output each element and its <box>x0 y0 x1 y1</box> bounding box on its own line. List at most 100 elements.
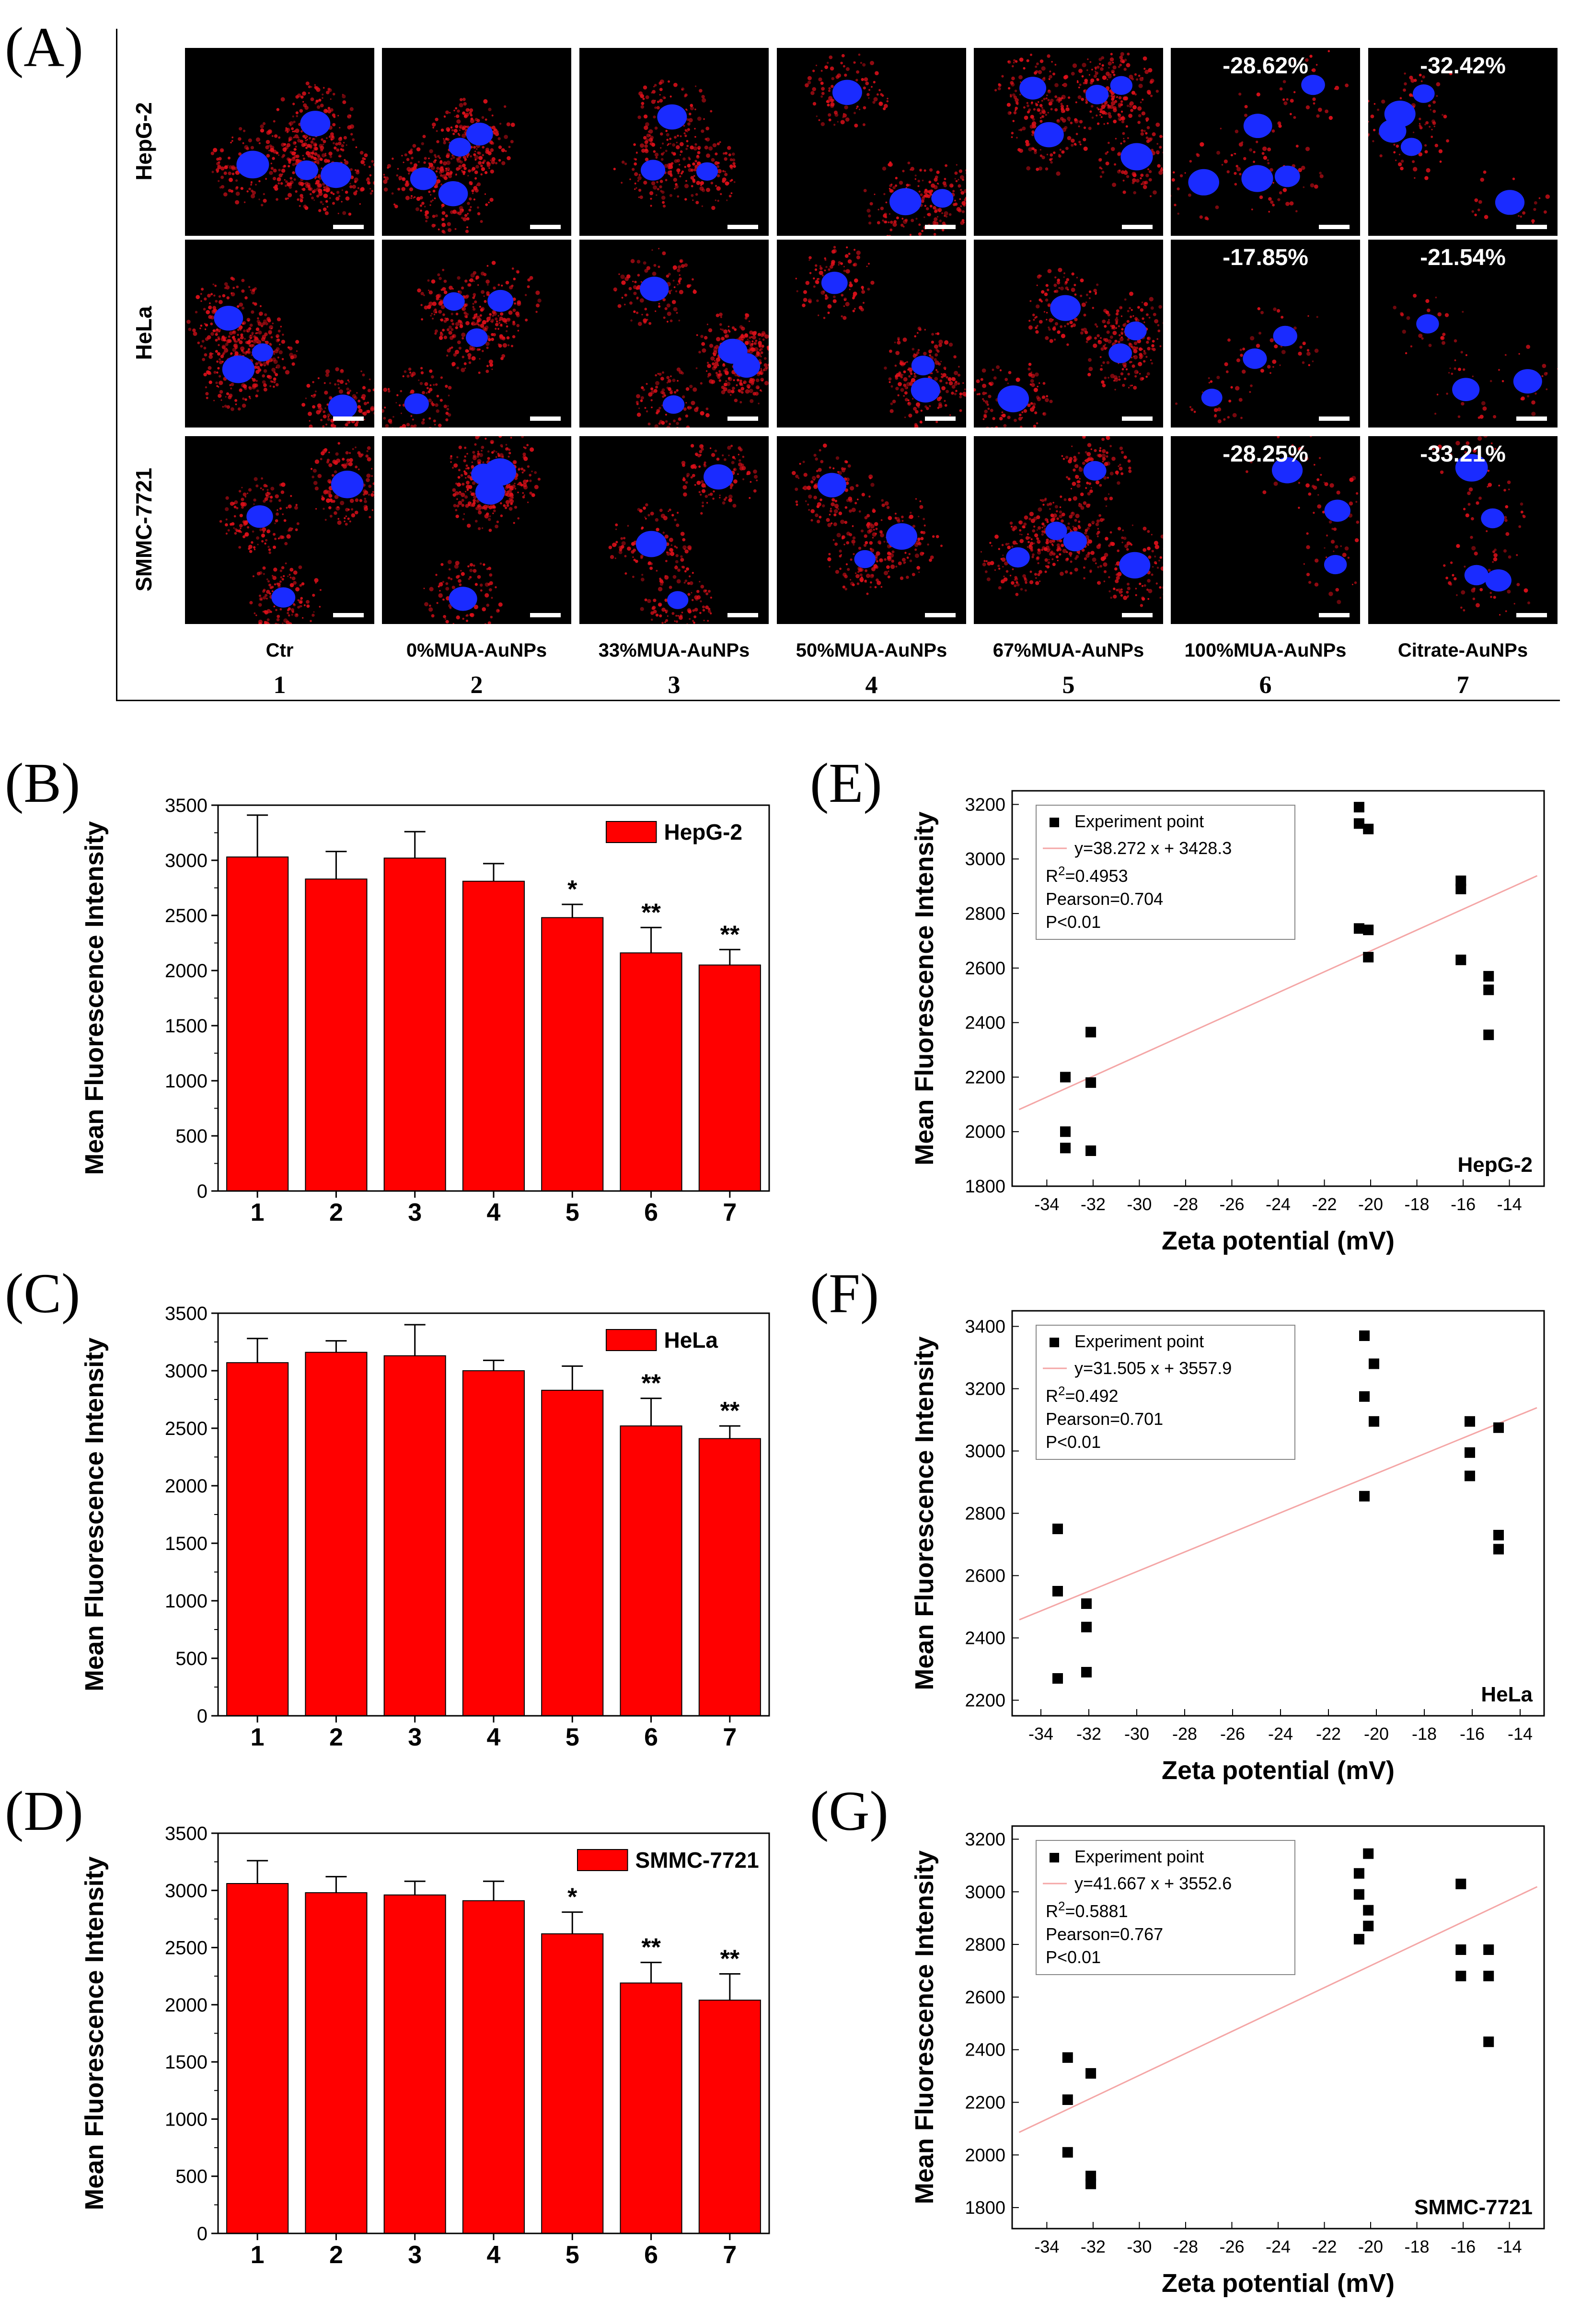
nucleus <box>1416 314 1439 334</box>
x-axis-label: Zeta potential (mV) <box>1162 1226 1395 1255</box>
micrograph-cell <box>579 48 769 236</box>
micrograph-image <box>186 277 374 428</box>
micrograph-image <box>974 267 1163 428</box>
column-number: 1 <box>273 671 286 699</box>
y-tick-label: 2000 <box>165 1476 208 1497</box>
x-tick-label: -30 <box>1127 1194 1152 1214</box>
y-tick-label: 1500 <box>165 1016 208 1037</box>
scale-bar <box>925 416 956 421</box>
y-tick-label: 1800 <box>965 1177 1005 1197</box>
x-tick-label: -26 <box>1219 2237 1244 2256</box>
y-tick-label: 3200 <box>965 795 1005 815</box>
y-tick-label: 3000 <box>165 1361 208 1382</box>
bar <box>462 1900 525 2234</box>
data-point <box>1060 1143 1071 1154</box>
x-tick-label: -26 <box>1219 1194 1244 1214</box>
y-tick-label: 2600 <box>965 1988 1005 2008</box>
x-tick-label: 6 <box>644 2241 658 2269</box>
x-tick-label: -30 <box>1124 1724 1149 1744</box>
nucleus <box>410 167 437 190</box>
bar <box>541 917 604 1191</box>
panel-label-b: (B) <box>5 752 81 814</box>
y-tick-label: 2200 <box>965 1691 1005 1711</box>
legend-swatch <box>577 1849 628 1871</box>
scale-bar <box>1516 225 1547 229</box>
nucleus <box>1006 547 1030 568</box>
x-axis-label: Zeta potential (mV) <box>1162 1756 1395 1785</box>
fit-line <box>1018 1886 1538 2133</box>
nucleus <box>1045 521 1067 540</box>
scale-bar <box>925 613 956 617</box>
pearson-coefficient: Pearson=0.701 <box>1046 1409 1163 1429</box>
legend-marker <box>1050 1853 1059 1862</box>
y-tick-label: 3500 <box>165 1823 208 1844</box>
y-tick-label: 2000 <box>965 2145 1005 2165</box>
r-squared: R2=0.4953 <box>1046 864 1128 886</box>
data-point <box>1062 2147 1073 2158</box>
data-point <box>1363 823 1374 834</box>
micrograph-cell <box>974 240 1163 428</box>
panel-label-g: (G) <box>810 1780 889 1842</box>
fit-line <box>1018 875 1538 1110</box>
column-number: 5 <box>1062 671 1075 699</box>
data-point <box>1353 923 1364 934</box>
x-tick-label: 4 <box>487 2241 501 2269</box>
r-squared: R2=0.492 <box>1046 1384 1119 1406</box>
data-point <box>1483 971 1494 982</box>
nucleus <box>704 464 733 490</box>
y-tick-label: 2000 <box>965 1122 1005 1142</box>
data-point <box>1483 1970 1494 1981</box>
y-tick-label: 2000 <box>165 1995 208 2016</box>
nucleus <box>640 277 669 301</box>
scatter-chart-F: -34 -32 -30 -28 -26 -24 -22 -20 -18 -16 -14 2200 240… <box>910 1310 1545 1785</box>
bar <box>620 1982 682 2234</box>
micrograph-cell: -33.21% <box>1368 436 1558 624</box>
y-axis-label: Mean Fluorescence Intensity <box>80 1338 109 1691</box>
nucleus <box>911 378 940 403</box>
nucleus <box>832 80 862 105</box>
r-squared-value: =0.5881 <box>1065 1901 1128 1921</box>
y-tick-label: 2800 <box>965 1504 1005 1524</box>
nucleus <box>1464 565 1489 586</box>
legend-box <box>1036 805 1295 940</box>
y-tick-label: 3000 <box>965 1882 1005 1902</box>
nucleus <box>300 111 331 137</box>
data-point <box>1455 875 1466 886</box>
y-tick-label: 2200 <box>965 1067 1005 1087</box>
x-tick-label: 1 <box>251 1723 265 1751</box>
y-tick-label: 3200 <box>965 1379 1005 1399</box>
bar <box>541 1389 604 1717</box>
x-tick-label: -28 <box>1173 1194 1198 1214</box>
x-tick-label: -30 <box>1127 2237 1152 2256</box>
nucleus <box>1274 165 1300 187</box>
x-tick-label: 6 <box>644 1199 658 1226</box>
data-point <box>1081 1621 1092 1632</box>
micrograph-image <box>423 436 541 624</box>
data-point <box>1363 1905 1374 1916</box>
y-tick-label: 1000 <box>165 1591 208 1612</box>
nucleus <box>1452 378 1480 401</box>
nucleus <box>1243 114 1272 138</box>
micrograph-cell <box>777 436 966 624</box>
r-squared-prefix: R <box>1046 1386 1058 1406</box>
nucleus <box>321 162 351 188</box>
x-tick-label: -20 <box>1364 1724 1389 1744</box>
x-tick-label: -20 <box>1358 2237 1383 2256</box>
nucleus <box>821 271 848 294</box>
nucleus <box>1241 165 1273 192</box>
bar <box>698 2000 761 2234</box>
x-tick-label: 2 <box>329 1199 343 1226</box>
y-tick-label: 500 <box>175 2166 208 2187</box>
nucleus <box>404 393 429 415</box>
scale-bar <box>333 416 364 421</box>
x-tick-label: 2 <box>329 2241 343 2269</box>
column-number: 4 <box>865 671 878 699</box>
data-point <box>1455 954 1466 965</box>
x-tick-label: 1 <box>251 2241 265 2269</box>
data-point <box>1455 883 1466 894</box>
micrograph-cell <box>974 48 1163 236</box>
significance-mark: ** <box>720 1945 740 1973</box>
x-tick-label: -14 <box>1497 2237 1522 2256</box>
y-tick-label: 1800 <box>965 2198 1005 2218</box>
significance-mark: ** <box>720 1397 740 1425</box>
